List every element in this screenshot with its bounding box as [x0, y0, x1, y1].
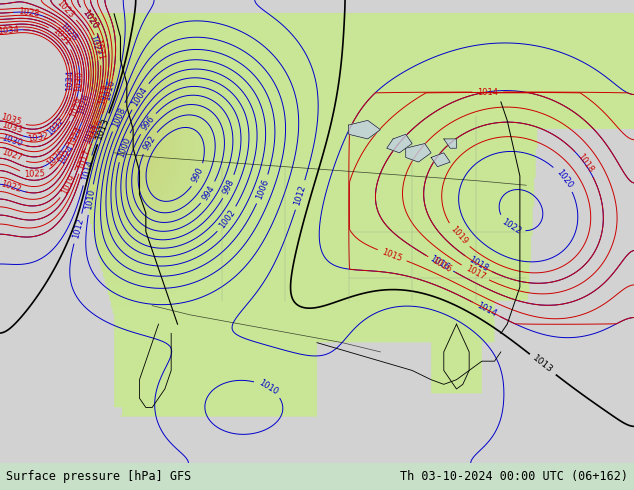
- Text: 1017: 1017: [76, 147, 91, 171]
- Text: 1027: 1027: [0, 148, 23, 163]
- Text: 1019: 1019: [60, 173, 77, 196]
- Text: 1030: 1030: [0, 133, 23, 148]
- Text: 1014: 1014: [475, 300, 498, 318]
- Text: 1026: 1026: [77, 93, 91, 116]
- Text: 1016: 1016: [429, 254, 451, 272]
- Text: 1016: 1016: [89, 117, 105, 140]
- Text: 1010: 1010: [257, 378, 280, 397]
- Text: 1028: 1028: [57, 22, 78, 43]
- Text: 1017: 1017: [463, 264, 486, 282]
- Text: 1018: 1018: [97, 83, 111, 105]
- Text: Surface pressure [hPa] GFS: Surface pressure [hPa] GFS: [6, 470, 191, 483]
- Text: 1020: 1020: [80, 8, 100, 31]
- Text: 1012: 1012: [71, 218, 85, 240]
- Text: 1016: 1016: [103, 79, 117, 102]
- Text: 1028: 1028: [18, 7, 40, 19]
- Text: 1014: 1014: [81, 159, 94, 182]
- Text: 992: 992: [141, 134, 157, 152]
- Text: 998: 998: [221, 177, 236, 196]
- Text: 1012: 1012: [293, 184, 307, 206]
- Text: Th 03-10-2024 00:00 UTC (06+162): Th 03-10-2024 00:00 UTC (06+162): [399, 470, 628, 483]
- Text: 1034: 1034: [0, 25, 19, 36]
- Text: 1032: 1032: [46, 116, 67, 137]
- Text: 994: 994: [200, 184, 216, 202]
- Text: 1013: 1013: [531, 354, 555, 375]
- Text: 1004: 1004: [131, 85, 149, 108]
- Text: 1025: 1025: [24, 169, 46, 179]
- Text: 1022: 1022: [500, 217, 522, 236]
- Text: 1018: 1018: [575, 152, 595, 175]
- Text: 1024: 1024: [67, 125, 84, 148]
- Text: 1013: 1013: [95, 117, 112, 141]
- Text: 1019: 1019: [448, 225, 469, 246]
- Text: 1030: 1030: [75, 71, 84, 92]
- Text: 1022: 1022: [87, 34, 102, 57]
- Text: 1031: 1031: [51, 26, 72, 48]
- Text: 1026: 1026: [45, 147, 66, 168]
- Polygon shape: [431, 153, 450, 167]
- Text: 1014: 1014: [477, 88, 498, 97]
- Text: 1023: 1023: [55, 0, 75, 20]
- Text: 1010: 1010: [84, 189, 97, 211]
- Text: 1018: 1018: [83, 122, 99, 145]
- Text: 1015: 1015: [381, 247, 404, 263]
- Text: 1016: 1016: [430, 255, 453, 274]
- Text: 996: 996: [139, 115, 156, 132]
- Text: 1000: 1000: [116, 136, 132, 159]
- Text: 1002: 1002: [217, 208, 237, 230]
- Polygon shape: [349, 121, 380, 139]
- Polygon shape: [444, 139, 456, 148]
- Text: 1020: 1020: [554, 168, 574, 190]
- Text: 1032: 1032: [27, 131, 49, 144]
- Text: 1008: 1008: [110, 106, 127, 129]
- Text: 1006: 1006: [255, 178, 271, 200]
- Text: 1029: 1029: [68, 96, 84, 118]
- Text: 1022: 1022: [0, 179, 23, 194]
- Text: 1034: 1034: [65, 70, 75, 91]
- Text: 1035: 1035: [0, 112, 23, 127]
- Text: 990: 990: [191, 166, 205, 184]
- Polygon shape: [387, 134, 412, 153]
- Text: 1024: 1024: [57, 143, 75, 166]
- Text: 1020: 1020: [80, 8, 100, 31]
- Text: 1018: 1018: [467, 255, 489, 273]
- Text: 1033: 1033: [0, 120, 23, 135]
- Text: 1021: 1021: [93, 39, 105, 61]
- Polygon shape: [406, 144, 431, 162]
